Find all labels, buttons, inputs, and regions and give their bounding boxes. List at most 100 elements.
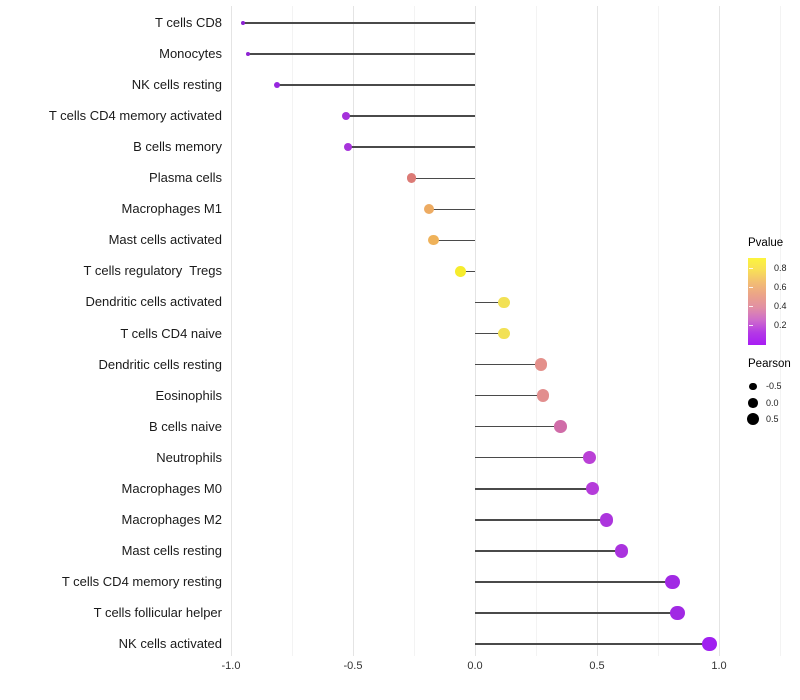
lollipop-segment <box>345 115 475 117</box>
category-label: Monocytes <box>159 46 222 62</box>
lollipop-dot <box>554 420 567 433</box>
pearson-legend-label: 0.5 <box>766 414 779 425</box>
colorbar-tick-label: 0.4 <box>774 300 787 311</box>
major-gridline <box>352 6 354 656</box>
minor-gridline <box>291 6 293 656</box>
minor-gridline <box>657 6 659 656</box>
x-axis-tick-label: 1.0 <box>711 660 727 672</box>
major-gridline <box>596 6 598 656</box>
category-label: T cells CD4 memory activated <box>48 108 222 124</box>
category-label: T cells regulatory Tregs <box>83 263 222 279</box>
minor-gridline <box>535 6 537 656</box>
lollipop-segment <box>475 332 505 335</box>
colorbar-tick-label: 0.8 <box>774 263 787 273</box>
category-label: T cells CD8 <box>155 15 222 30</box>
lollipop-segment <box>428 208 475 211</box>
category-label: Eosinophils <box>155 387 223 403</box>
pearson-legend-dot-box <box>744 378 762 394</box>
lollipop-dot <box>341 112 350 121</box>
lollipop-dot <box>240 20 246 26</box>
lollipop-dot <box>423 204 434 215</box>
colorbar-tick-mark <box>749 305 753 307</box>
pearson-legend-label: 0.0 <box>766 397 779 408</box>
category-label: Dendritic cells activated <box>85 294 222 310</box>
major-gridline <box>230 6 232 656</box>
category-label: NK cells resting <box>131 77 222 93</box>
lollipop-dot <box>670 605 685 621</box>
lollipop-segment <box>475 456 590 459</box>
lollipop-dot <box>454 266 466 277</box>
lollipop-segment <box>475 612 678 614</box>
pvalue-legend-title: Pvalue <box>748 237 784 249</box>
colorbar-tick-mark <box>749 268 753 269</box>
category-label: T cells CD4 memory resting <box>61 573 222 589</box>
lollipop-segment <box>475 425 561 428</box>
pearson-legend-label: -0.5 <box>766 381 782 392</box>
lollipop-dot <box>498 327 511 340</box>
lollipop-dot <box>498 296 511 309</box>
x-axis-tick-label: 0.5 <box>589 660 605 672</box>
lollipop-segment <box>243 22 475 24</box>
lollipop-segment <box>475 519 607 521</box>
x-axis-tick-label: -1.0 <box>221 660 241 672</box>
lollipop-dot <box>537 389 550 402</box>
category-label: Mast cells resting <box>121 542 222 558</box>
pvalue-color-legend: Pvalue 0.8 0.6 0.4 0.2 <box>748 237 787 345</box>
lollipop-segment <box>475 581 673 583</box>
colorbar-tick-label: 0.6 <box>774 281 787 292</box>
lollipop-dot <box>614 544 629 558</box>
lollipop-dot <box>428 235 439 246</box>
lollipop-dot <box>344 143 353 152</box>
lollipop-segment <box>277 84 475 86</box>
lollipop-segment <box>348 146 475 148</box>
category-label: Dendritic cells resting <box>98 356 222 372</box>
x-axis-tick-label: 0.0 <box>467 660 483 672</box>
category-label: Macrophages M1 <box>121 201 222 217</box>
pearson-legend-dot-box <box>744 411 762 427</box>
category-label: NK cells activated <box>118 636 222 651</box>
lollipop-dot <box>406 173 417 184</box>
category-label: B cells memory <box>133 139 222 155</box>
lollipop-segment <box>475 643 710 645</box>
pvalue-colorbar-gradient <box>748 258 766 345</box>
lollipop-segment <box>475 301 505 304</box>
lollipop-dot <box>665 574 680 590</box>
lollipop-segment <box>411 177 475 179</box>
pearson-legend-dot-box <box>744 395 762 411</box>
colorbar-tick-mark <box>749 324 753 326</box>
lollipop-dot <box>583 451 597 465</box>
major-gridline <box>474 6 476 656</box>
colorbar-tick-mark <box>749 286 753 288</box>
pearson-legend-item: 0.5 <box>744 411 791 428</box>
major-gridline <box>718 6 720 656</box>
lollipop-dot <box>600 513 614 527</box>
lollipop-segment <box>475 488 593 490</box>
category-label: Macrophages M2 <box>121 511 222 527</box>
category-label: Plasma cells <box>149 170 222 186</box>
lollipop-dot <box>274 82 281 89</box>
lollipop-dot <box>245 51 251 57</box>
category-label: Macrophages M0 <box>121 480 222 496</box>
lollipop-dot <box>585 482 599 496</box>
pearson-legend-dot <box>748 398 758 408</box>
category-label: Mast cells activated <box>108 232 222 248</box>
category-label: T cells CD4 naive <box>120 325 222 341</box>
lollipop-segment <box>475 363 541 366</box>
minor-gridline <box>413 6 415 656</box>
pearson-legend-items: -0.5 0.0 0.5 <box>744 378 791 428</box>
pearson-legend-item: 0.0 <box>744 395 791 412</box>
category-label: Neutrophils <box>156 449 222 465</box>
colorbar-tick-label: 0.2 <box>774 319 787 330</box>
pearson-legend-item: -0.5 <box>744 378 791 395</box>
pearson-legend-dot <box>749 382 757 390</box>
pearson-legend-title: Pearson <box>748 358 791 370</box>
lollipop-segment <box>248 53 475 55</box>
x-axis-tick-label: -0.5 <box>343 660 363 672</box>
pearson-size-legend: Pearson -0.5 0.0 0.5 <box>744 358 791 428</box>
lollipop-segment <box>433 239 475 242</box>
lollipop-dot <box>534 358 548 371</box>
category-label: T cells follicular helper <box>93 604 222 620</box>
lollipop-segment <box>475 394 544 397</box>
lollipop-dot <box>701 636 717 652</box>
